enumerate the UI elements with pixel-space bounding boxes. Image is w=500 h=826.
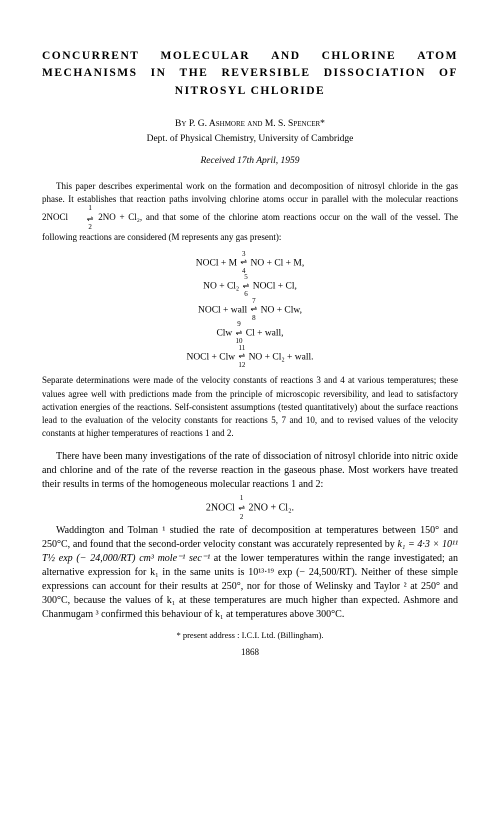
received-date: Received 17th April, 1959 — [42, 155, 458, 168]
equation-right: NO + Cl + M, — [250, 258, 304, 268]
abstract-p2: Separate determinations were made of the… — [42, 374, 458, 439]
title-word: AND — [271, 48, 300, 65]
abstract-text: 2NO + Cl₂, and that some of the chlorine… — [42, 212, 458, 241]
paper-title: CONCURRENT MOLECULAR AND CHLORINE ATOM M… — [42, 48, 458, 100]
body-p1: There have been many investigations of t… — [42, 450, 458, 492]
equation-arrow: 1 ⇌ 2 — [72, 206, 95, 230]
equation-right: NO + Clw, — [261, 305, 302, 315]
equation-left: NOCl + wall — [198, 305, 247, 315]
equation-right: Cl + wall, — [246, 329, 284, 339]
title-word: MOLECULAR — [160, 48, 250, 65]
title-word: MECHANISMS — [42, 65, 138, 82]
department: Dept. of Physical Chemistry, University … — [42, 133, 458, 146]
title-word: REVERSIBLE — [221, 65, 310, 82]
body-p2: Waddington and Tolman ¹ studied the rate… — [42, 524, 458, 622]
title-word: CHLORINE — [322, 48, 397, 65]
equation-left: Clw — [216, 329, 232, 339]
abstract: This paper describes experimental work o… — [42, 180, 458, 243]
title-line: NITROSYL CHLORIDE — [42, 83, 458, 100]
title-word: THE — [180, 65, 209, 82]
equation-right: NO + Cl₂ + wall. — [249, 352, 314, 362]
equation-right: NOCl + Cl, — [253, 282, 297, 292]
body-equation: 2NOCl 1 ⇌ 2 2NO + Cl₂. — [42, 496, 458, 521]
title-word: IN — [151, 65, 167, 82]
equation-left: NOCl + M — [196, 258, 237, 268]
title-word: CONCURRENT — [42, 48, 139, 65]
title-word: OF — [439, 65, 458, 82]
page-number: 1868 — [42, 646, 458, 658]
footnote: * present address : I.C.I. Ltd. (Billing… — [42, 630, 458, 641]
title-word: DISSOCIATION — [324, 65, 426, 82]
byline: By P. G. Ashmore and M. S. Spencer* — [42, 118, 458, 131]
equation-left: NOCl + Clw — [186, 352, 235, 362]
equations-block: NOCl + M 3 ⇌ 4 NO + Cl + M, NO + Cl₂ 5 ⇌… — [42, 252, 458, 369]
title-word: ATOM — [417, 48, 458, 65]
equation-left: NO + Cl₂ — [203, 282, 239, 292]
